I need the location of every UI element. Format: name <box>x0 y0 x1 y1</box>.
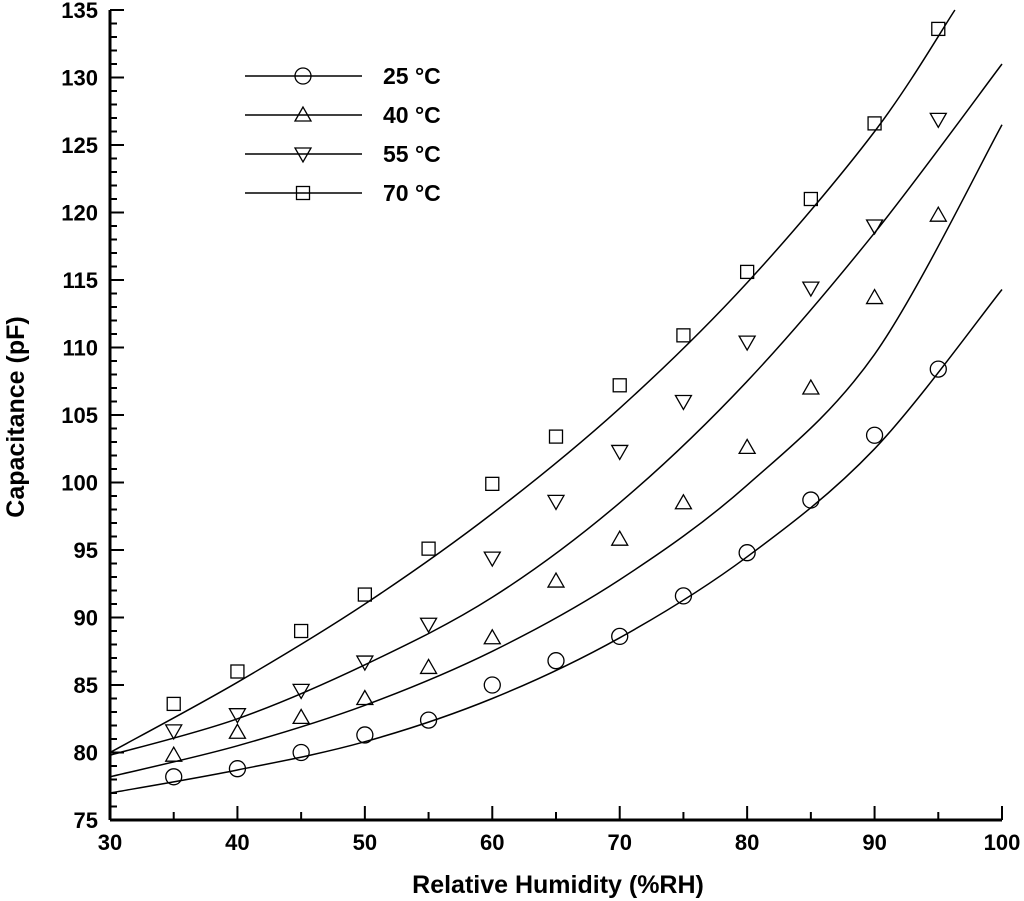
data-point-square <box>293 623 309 639</box>
data-markers <box>164 21 948 786</box>
legend-marker-triangle-up <box>293 105 313 122</box>
y-tick-label: 95 <box>74 538 98 563</box>
data-point-triangle-up <box>355 689 374 706</box>
data-point-square <box>803 191 819 207</box>
data-point-triangle-up <box>419 658 438 675</box>
x-tick-label: 80 <box>735 830 759 855</box>
y-tick-label: 130 <box>61 66 98 91</box>
data-point-square <box>739 264 755 280</box>
data-point-triangle-up <box>738 438 757 455</box>
data-point-triangle-down <box>546 494 566 511</box>
data-point-circle <box>292 743 310 762</box>
data-point-triangle-up <box>228 722 247 739</box>
y-tick-label: 80 <box>74 741 98 766</box>
y-tick-label: 125 <box>61 133 98 158</box>
x-tick-label: 50 <box>353 830 377 855</box>
x-tick-label: 30 <box>98 830 122 855</box>
x-axis-title: Relative Humidity (%RH) <box>412 871 704 899</box>
data-point-square <box>867 116 882 131</box>
fit-curve-circle <box>109 289 1003 794</box>
data-point-triangle-down <box>865 219 884 236</box>
x-tick-label: 100 <box>984 830 1021 855</box>
data-point-circle <box>228 760 247 778</box>
data-point-circle <box>483 676 501 694</box>
data-point-triangle-down <box>483 551 502 568</box>
x-tick-label: 60 <box>480 830 504 855</box>
data-point-circle <box>165 768 183 786</box>
data-point-circle <box>929 360 947 378</box>
data-point-square <box>676 328 691 343</box>
fit-curve-square <box>109 9 956 754</box>
data-point-triangle-down <box>674 394 693 411</box>
data-point-triangle-down <box>738 335 757 352</box>
legend-marker-square <box>295 185 311 201</box>
x-tick-label: 90 <box>862 830 886 855</box>
legend-label: 55 °C <box>383 141 441 167</box>
legend-marker-circle <box>294 67 312 85</box>
data-point-triangle-down <box>929 112 948 129</box>
data-point-triangle-up <box>674 493 693 510</box>
data-point-square <box>421 541 436 556</box>
data-point-circle <box>674 587 693 605</box>
data-point-triangle-up <box>292 708 311 725</box>
y-tick-label: 120 <box>61 201 98 226</box>
y-tick-label: 90 <box>74 606 98 631</box>
data-point-triangle-down <box>355 655 374 672</box>
legend-label: 70 °C <box>383 180 441 206</box>
data-point-circle <box>547 652 565 670</box>
data-point-triangle-up <box>929 205 948 222</box>
legend-label: 25 °C <box>383 63 441 89</box>
data-point-circle <box>611 627 629 646</box>
fit-curve-triangle-down <box>109 63 1003 756</box>
data-point-square <box>166 696 181 712</box>
legend: 25 °C 40 °C 55 °C 70 °C <box>245 63 441 206</box>
data-point-triangle-up <box>164 745 183 762</box>
y-tick-label: 105 <box>61 403 98 428</box>
y-tick-label: 85 <box>74 673 98 698</box>
data-point-triangle-down <box>419 617 438 634</box>
data-point-square <box>548 429 564 444</box>
axes: 30 40 50 60 70 80 90 100 75 80 85 90 95 100 105 110 115 1… <box>61 0 1020 855</box>
data-point-circle <box>738 544 756 562</box>
x-tick-label: 70 <box>607 830 631 855</box>
data-point-square <box>485 476 500 492</box>
y-tick-label: 115 <box>63 268 99 293</box>
x-tick-label: 40 <box>225 830 249 855</box>
legend-marker-triangle-down <box>293 147 313 164</box>
data-point-triangle-up <box>610 529 629 546</box>
data-point-square <box>931 21 946 37</box>
data-point-triangle-up <box>801 378 820 395</box>
data-point-circle <box>802 491 820 509</box>
data-point-triangle-up <box>546 571 566 588</box>
data-point-circle <box>356 726 374 744</box>
data-point-triangle-down <box>610 444 629 461</box>
y-tick-label: 110 <box>63 336 99 361</box>
data-point-triangle-down <box>164 724 183 741</box>
data-point-circle <box>419 711 438 729</box>
y-tick-label: 75 <box>74 808 98 833</box>
y-tick-label: 100 <box>61 471 98 496</box>
data-point-triangle-down <box>801 281 820 298</box>
data-point-triangle-down <box>228 708 247 725</box>
data-point-triangle-down <box>292 683 311 700</box>
y-tick-label: 135 <box>61 0 98 23</box>
data-point-triangle-up <box>483 628 502 645</box>
legend-label: 40 °C <box>383 102 441 128</box>
data-point-triangle-up <box>865 288 884 305</box>
data-point-square <box>612 378 627 393</box>
data-point-square <box>357 587 373 602</box>
data-point-square <box>230 664 245 679</box>
y-axis-title: Capacitance (pF) <box>2 316 30 517</box>
data-point-circle <box>865 426 884 444</box>
fit-curve-triangle-up <box>109 124 1003 778</box>
